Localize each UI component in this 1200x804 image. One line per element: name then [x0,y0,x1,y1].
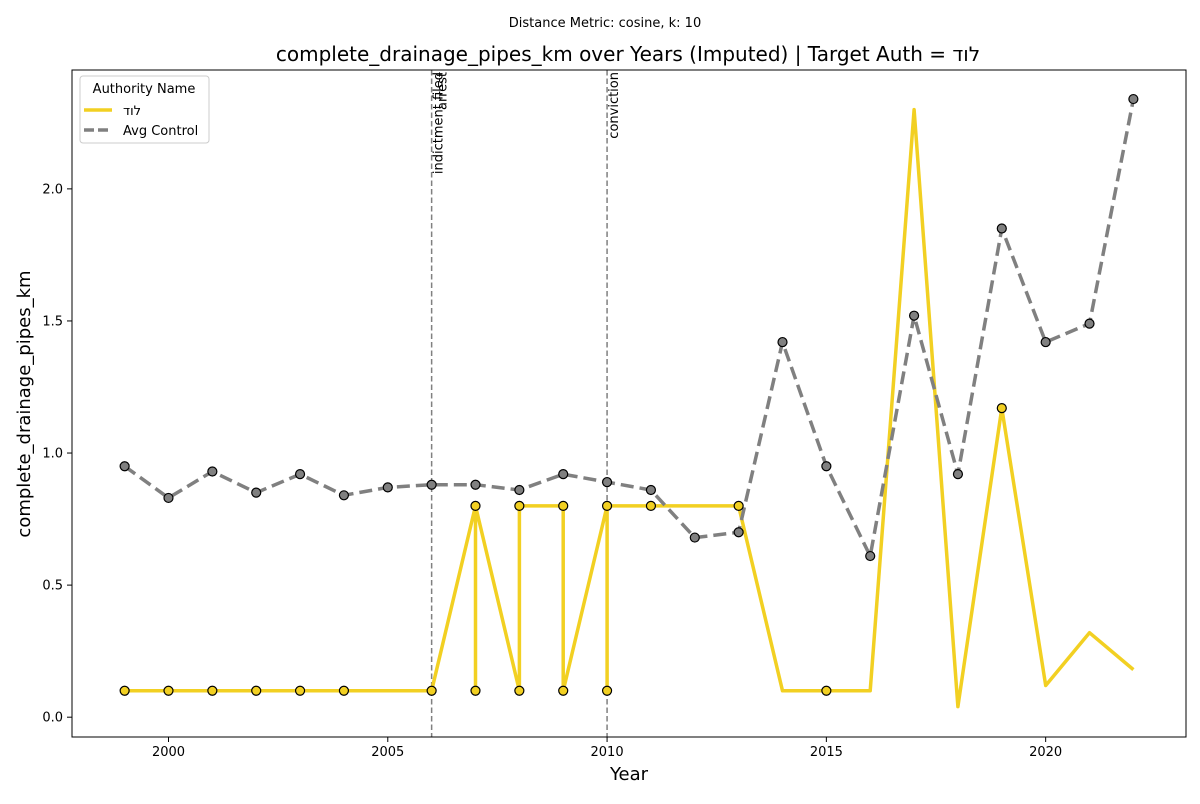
data-point [163,685,174,696]
x-tick-label: 2010 [591,745,624,760]
x-axis-ticks: 2000 2005 2010 2015 2020 [152,737,1062,760]
data-point [163,492,174,504]
data-point [601,476,613,488]
y-axis-ticks: 0.0 0.5 1.0 1.5 2.0 [42,182,72,726]
data-point [514,484,525,496]
data-point [689,532,700,543]
data-point [426,685,437,696]
data-point [251,487,262,498]
y-tick-label: 0.5 [42,579,63,594]
chart-suptitle: Distance Metric: cosine, k: 10 [509,16,701,31]
legend-title: Authority Name [93,82,196,97]
data-point [1040,336,1051,348]
data-point [251,685,262,696]
data-point [294,685,306,696]
x-tick-label: 2005 [371,745,404,760]
data-point [119,685,130,696]
data-point [207,466,218,477]
y-tick-label: 1.0 [42,447,63,462]
x-tick-label: 2020 [1029,745,1062,760]
data-point [470,500,481,511]
y-tick-label: 2.0 [42,182,63,197]
event-label: indictment filed [432,72,447,174]
series-line-0 [124,107,1135,709]
series-lines [123,98,1136,709]
data-point [470,685,481,696]
x-tick-label: 2015 [810,745,843,760]
data-point [821,461,832,472]
series-markers [119,93,1139,696]
legend-label-target: לוד [123,104,141,119]
plot-frame [71,69,1187,738]
data-point [952,469,964,480]
event-label: arrest [436,72,451,110]
data-point [338,685,350,696]
data-point [119,461,130,472]
y-axis-label: complete_drainage_pipes_km [14,270,35,537]
data-point [821,685,832,696]
data-point [645,500,657,511]
y-tick-label: 0.0 [42,711,63,726]
data-point [558,500,569,511]
data-point [601,685,613,696]
legend: Authority Name לוד Avg Control [79,75,210,144]
data-point [338,490,350,501]
data-point [1128,93,1139,105]
x-axis-label: Year [609,764,649,785]
series-line-1 [123,98,1136,558]
legend-box [79,75,210,144]
x-tick-label: 2000 [152,745,185,760]
plot-area [72,70,1186,737]
data-point [294,469,306,480]
data-point [865,550,876,562]
event-label: conviction [607,72,622,139]
data-point [514,685,525,696]
data-point [645,484,657,496]
data-point [207,685,218,696]
data-point [733,527,744,538]
data-point [733,500,744,511]
data-point [996,403,1007,414]
data-point [470,479,481,490]
data-point [426,479,437,490]
data-point [908,310,920,321]
legend-label-avg-control: Avg Control [123,124,198,139]
data-point [777,336,788,348]
data-point [382,482,393,493]
chart-title: complete_drainage_pipes_km over Years (I… [276,42,980,66]
data-point [514,500,525,511]
data-point [1084,318,1095,329]
data-point [601,500,613,511]
data-point [558,685,569,696]
data-point [996,223,1007,234]
y-tick-label: 1.5 [42,314,63,329]
data-point [558,469,569,480]
